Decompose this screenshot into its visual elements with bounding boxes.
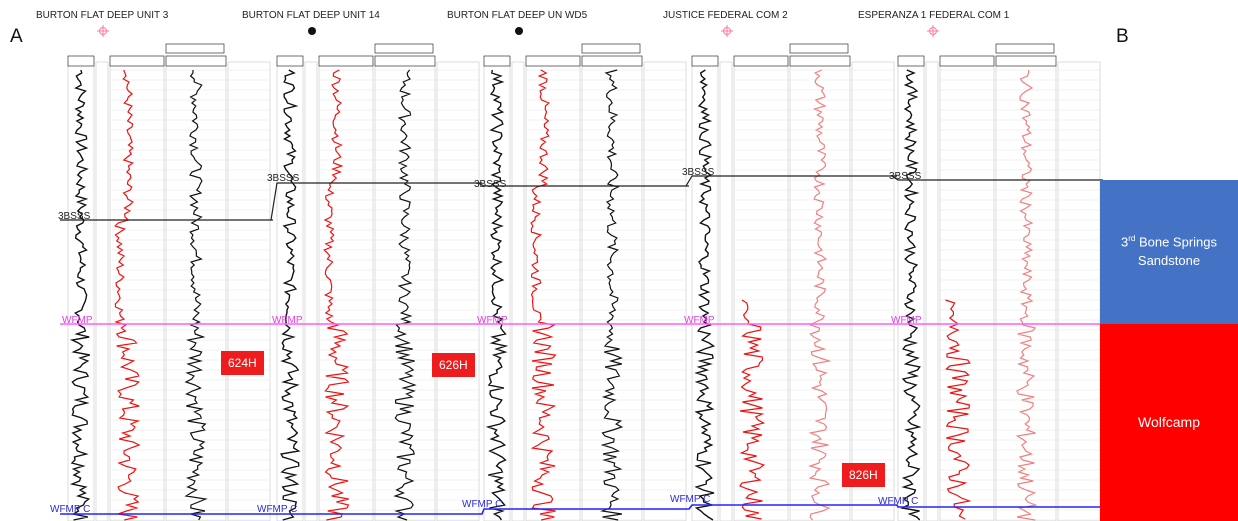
pick-3bsss-well-2: 3BSSS bbox=[267, 173, 300, 184]
well-4-gas-symbol-cross bbox=[721, 25, 733, 37]
zone-sandstone-ord: 3 bbox=[1120, 234, 1129, 250]
well-tag-626h: 626H bbox=[432, 353, 475, 377]
well-3-track-2-frame bbox=[511, 61, 525, 521]
well-5-header-1 bbox=[897, 55, 925, 67]
well-2-density-curve bbox=[393, 69, 417, 521]
pick-wfmpc-well-5: WFMP C bbox=[878, 496, 919, 507]
pick-wfmp-well-3: WFMP bbox=[477, 315, 508, 326]
zone-wolfcamp: Wolfcamp bbox=[1100, 324, 1238, 521]
zone-3rd-bone-springs-sandstone: 3rd Bone Springs Sandstone bbox=[1100, 180, 1238, 324]
zone-wolfcamp-label: Wolfcamp bbox=[1138, 414, 1200, 431]
well-5-gas-symbol-cross bbox=[927, 25, 939, 37]
pick-wfmpc-well-1: WFMP C bbox=[50, 504, 91, 515]
well-2-track-4-frame bbox=[374, 61, 436, 521]
pick-wfmp-well-5: WFMP bbox=[891, 315, 922, 326]
well-name-4: JUSTICE FEDERAL COM 2 bbox=[663, 10, 788, 21]
pick-wfmpc-well-2: WFMP C bbox=[257, 504, 298, 515]
well-3-header-3 bbox=[581, 55, 643, 67]
pick-wfmpc-well-3: WFMP C bbox=[462, 499, 503, 510]
well-1-header-3 bbox=[165, 55, 227, 67]
well-5-header-3 bbox=[995, 55, 1057, 67]
well-4-header-3 bbox=[789, 55, 851, 67]
well-5-track-5-frame bbox=[1057, 61, 1101, 521]
well-name-1: BURTON FLAT DEEP UNIT 3 bbox=[36, 10, 169, 21]
pick-wfmp-well-2: WFMP bbox=[272, 315, 303, 326]
pick-3bsss-well-1: 3BSSS bbox=[58, 211, 91, 222]
well-3-density-curve bbox=[600, 69, 624, 521]
well-name-5: ESPERANZA 1 FEDERAL COM 1 bbox=[858, 10, 1010, 21]
well-5-density-curve bbox=[1015, 69, 1038, 521]
well-4-track-4-frame bbox=[789, 61, 851, 521]
well-1-density-curve bbox=[184, 69, 208, 521]
well-4-density-curve bbox=[808, 69, 832, 521]
pick-wfmp-well-4: WFMP bbox=[684, 315, 715, 326]
well-5-track-3-frame bbox=[939, 61, 995, 521]
pick-3bsss-well-5: 3BSSS bbox=[889, 171, 922, 182]
well-1-track-4-frame bbox=[165, 61, 227, 521]
well-5-header-top bbox=[995, 43, 1055, 54]
well-5-track-1-frame bbox=[897, 61, 925, 521]
zone-sandstone-sup: rd bbox=[1128, 233, 1136, 243]
well-4-header-2 bbox=[733, 55, 789, 67]
endpoint-b-label: B bbox=[1116, 26, 1129, 47]
well-2-header-3 bbox=[374, 55, 436, 67]
well-3-resistivity-curve bbox=[530, 69, 557, 521]
well-4-header-top bbox=[789, 43, 849, 54]
well-1-header-top bbox=[165, 43, 225, 54]
well-5-resistivity-curve bbox=[945, 299, 972, 520]
well-1-resistivity-curve bbox=[114, 69, 141, 521]
well-2-oil-symbol bbox=[308, 27, 316, 35]
well-5-gr-curve bbox=[900, 69, 922, 521]
well-2-track-5-frame bbox=[436, 61, 480, 521]
well-1-header-1 bbox=[67, 55, 95, 67]
well-2-header-1 bbox=[276, 55, 304, 67]
well-1-header-2 bbox=[109, 55, 165, 67]
well-name-3: BURTON FLAT DEEP UN WD5 bbox=[447, 10, 588, 21]
zone-sandstone-rest: Bone Springs bbox=[1135, 234, 1218, 250]
zone-sandstone-line2: Sandstone bbox=[1137, 253, 1201, 269]
well-3-header-2 bbox=[525, 55, 581, 67]
well-3-header-1 bbox=[483, 55, 511, 67]
well-1-gr-curve bbox=[69, 69, 91, 521]
well-4-header-1 bbox=[691, 55, 719, 67]
well-5-header-2 bbox=[939, 55, 995, 67]
well-4-track-2-frame bbox=[719, 61, 733, 521]
correlation-line-3bsss bbox=[60, 175, 1103, 221]
well-5-track-4-frame bbox=[995, 61, 1057, 521]
well-name-2: BURTON FLAT DEEP UNIT 14 bbox=[242, 10, 380, 21]
well-1-track-5-frame bbox=[227, 61, 271, 521]
well-2-track-2-frame bbox=[304, 61, 318, 521]
well-3-gr-curve bbox=[485, 69, 509, 521]
well-2-header-top bbox=[374, 43, 434, 54]
well-3-track-1-frame bbox=[483, 61, 511, 521]
well-3-oil-symbol bbox=[515, 27, 523, 35]
well-2-gr-curve bbox=[280, 69, 301, 521]
well-4-track-5-frame bbox=[851, 61, 895, 521]
endpoint-a-label: A bbox=[10, 26, 23, 47]
well-2-header-2 bbox=[318, 55, 374, 67]
well-tag-624h: 624H bbox=[221, 351, 264, 375]
well-5-track-2-frame bbox=[925, 61, 939, 521]
pick-wfmp-well-1: WFMP bbox=[62, 315, 93, 326]
pick-wfmpc-well-4: WFMP C bbox=[670, 494, 711, 505]
well-1-track-2-frame bbox=[95, 61, 109, 521]
well-3-header-top bbox=[581, 43, 641, 54]
correlation-line-wfmp-c bbox=[60, 504, 1103, 515]
well-tag-826h: 826H bbox=[842, 463, 885, 487]
well-1-gas-symbol-cross bbox=[97, 25, 109, 37]
well-4-resistivity-curve bbox=[739, 299, 766, 520]
pick-3bsss-well-4: 3BSSS bbox=[682, 167, 715, 178]
pick-3bsss-well-3: 3BSSS bbox=[474, 179, 507, 190]
well-4-gr-curve bbox=[694, 69, 716, 521]
well-2-track-3-frame bbox=[318, 61, 374, 521]
well-3-track-5-frame bbox=[643, 61, 687, 521]
well-2-resistivity-curve bbox=[323, 69, 350, 521]
